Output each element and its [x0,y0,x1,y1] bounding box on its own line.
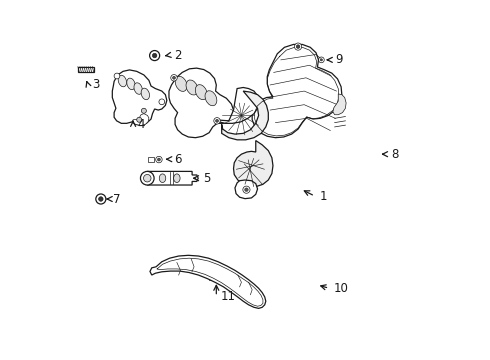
Polygon shape [150,255,266,309]
Circle shape [141,171,154,185]
Text: 10: 10 [334,282,349,295]
Bar [313,58,318,62]
Ellipse shape [141,88,149,100]
Circle shape [171,75,177,81]
Circle shape [294,43,302,50]
Text: 1: 1 [319,190,327,203]
Circle shape [98,197,103,201]
Polygon shape [132,114,149,126]
Circle shape [318,57,324,63]
Text: 8: 8 [392,148,399,161]
Circle shape [144,175,151,182]
Text: 11: 11 [221,290,236,303]
Circle shape [320,59,322,61]
Circle shape [216,120,219,122]
Circle shape [96,194,106,204]
Circle shape [137,117,142,122]
Ellipse shape [186,80,198,95]
Text: 4: 4 [138,118,145,131]
Text: 7: 7 [113,193,120,206]
Bar [148,157,154,162]
Ellipse shape [118,75,126,87]
Circle shape [172,76,175,79]
Circle shape [296,45,300,48]
Polygon shape [147,171,198,185]
Circle shape [141,108,147,113]
Polygon shape [221,91,269,140]
Text: 2: 2 [173,49,181,62]
Bar [78,67,95,72]
Text: 9: 9 [336,53,343,66]
Polygon shape [333,94,346,115]
Polygon shape [252,44,342,138]
Circle shape [243,186,250,193]
Polygon shape [235,180,258,199]
Ellipse shape [175,76,187,91]
Polygon shape [215,87,259,123]
Ellipse shape [159,174,166,183]
Ellipse shape [196,85,207,100]
Text: 5: 5 [203,172,210,185]
Ellipse shape [134,83,142,94]
Polygon shape [234,140,273,186]
Text: 3: 3 [93,78,100,91]
Circle shape [152,53,157,58]
Ellipse shape [173,174,180,183]
Ellipse shape [127,78,135,90]
Circle shape [159,99,165,105]
Ellipse shape [205,91,217,106]
Circle shape [157,158,160,161]
Circle shape [149,50,160,60]
Circle shape [114,73,120,79]
Text: 6: 6 [174,153,182,166]
Circle shape [156,156,162,163]
Circle shape [245,188,248,192]
Circle shape [214,118,220,124]
Polygon shape [169,68,234,138]
Bar [209,267,213,280]
Polygon shape [112,70,167,125]
